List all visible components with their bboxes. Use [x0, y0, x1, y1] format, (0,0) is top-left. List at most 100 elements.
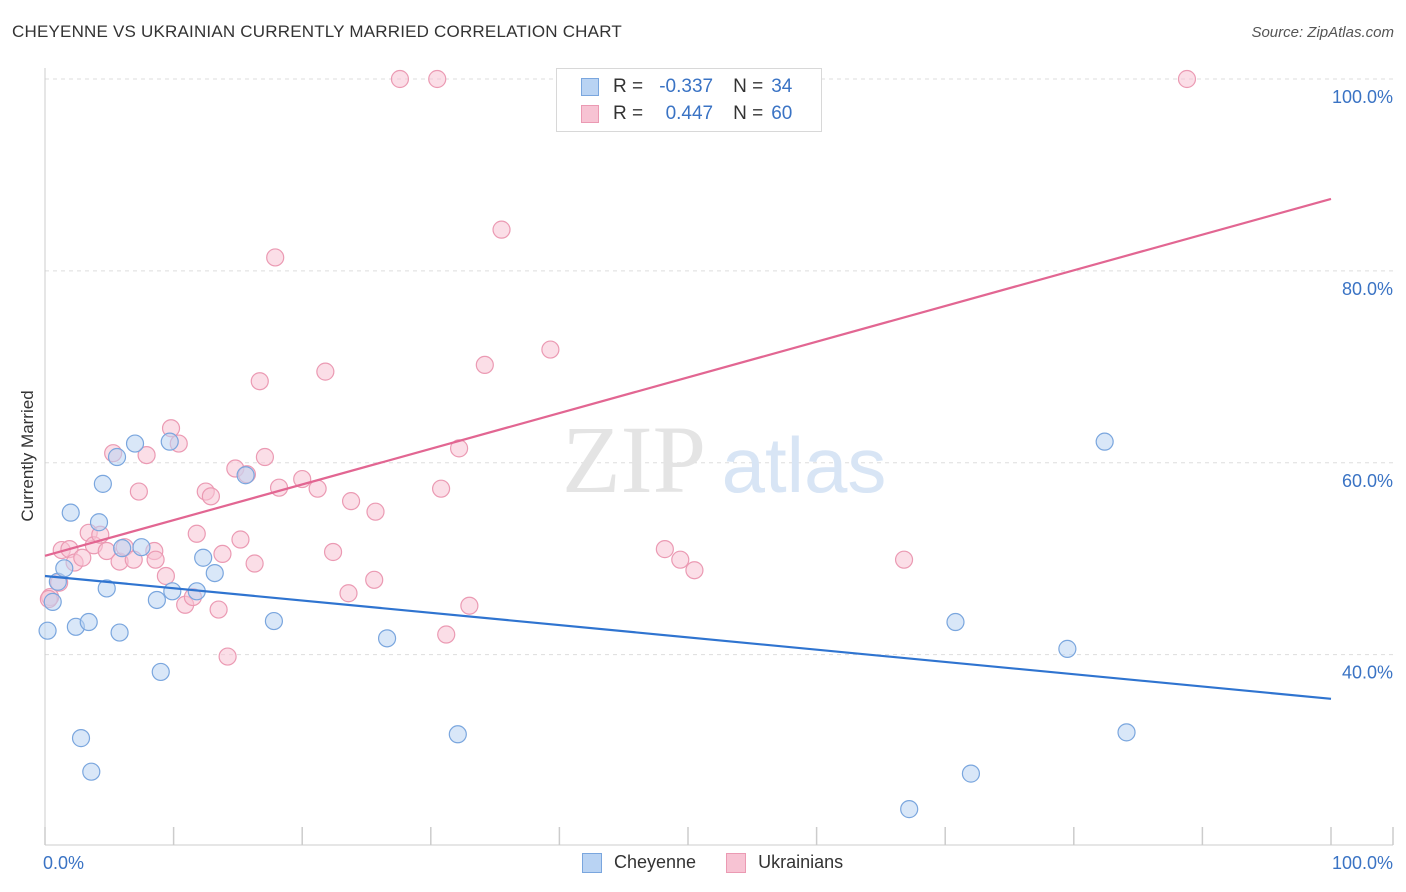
cheyenne-point: [1117, 723, 1136, 742]
ukrainians-point: [366, 502, 385, 521]
cheyenne-r-value: -0.337: [659, 76, 714, 97]
ukrainians-point: [460, 596, 479, 615]
cheyenne-point: [38, 621, 57, 640]
cheyenne-point: [151, 662, 170, 682]
ukrainians-point: [73, 548, 92, 567]
legend-n-label: N =: [733, 103, 764, 124]
ukrainians-point: [431, 479, 451, 498]
watermark-atlas: atlas: [722, 421, 887, 509]
legend-r-label: R =: [613, 76, 644, 97]
cheyenne-trend-line: [44, 574, 1332, 700]
legend-row-cheyenne: R = -0.337 N = 34: [581, 76, 792, 98]
ukrainians-legend-swatch: [726, 852, 747, 873]
ukrainians-point: [541, 340, 560, 359]
cheyenne-point: [89, 513, 109, 532]
cheyenne-point: [236, 466, 255, 485]
cheyenne-swatch: [581, 78, 599, 96]
legend-item-cheyenne[interactable]: Cheyenne: [582, 852, 696, 873]
chart-source: Source: ZipAtlas.com: [1251, 24, 1394, 41]
cheyenne-point: [163, 582, 182, 601]
cheyenne-point: [79, 612, 98, 632]
series-legend: Cheyenne Ukrainians: [582, 852, 873, 873]
cheyenne-point: [377, 629, 397, 648]
cheyenne-point: [1095, 432, 1114, 451]
ukrainians-r-value: 0.447: [665, 103, 714, 124]
cheyenne-point: [900, 800, 919, 819]
cheyenne-point: [205, 564, 224, 583]
ukrainians-point: [437, 625, 456, 644]
cheyenne-point: [132, 538, 151, 557]
ukrainians-legend-label: Ukrainians: [758, 852, 844, 872]
cheyenne-point: [43, 592, 62, 611]
cheyenne-point: [1058, 639, 1077, 658]
cheyenne-point: [147, 590, 166, 610]
ukrainians-point: [266, 248, 285, 267]
tick-labels: 40.0% 60.0% 80.0% 100.0% 0.0% 100.0%: [43, 87, 1393, 873]
cheyenne-point: [961, 764, 981, 783]
ukrainians-n-value: 60: [771, 103, 793, 124]
ukrainians-point: [475, 355, 494, 375]
cheyenne-points: [38, 432, 1136, 819]
ukrainians-point: [213, 544, 232, 564]
cheyenne-point: [97, 579, 116, 598]
cheyenne-point: [93, 474, 112, 493]
cheyenne-n-value: 34: [771, 76, 793, 97]
ukrainians-point: [894, 550, 914, 569]
ukrainians-point: [137, 445, 156, 465]
ukrainians-point: [492, 220, 511, 239]
cheyenne-point: [194, 548, 213, 567]
legend-r-label: R =: [613, 103, 644, 124]
ukrainians-swatch: [581, 105, 599, 123]
cheyenne-point: [264, 611, 284, 631]
cheyenne-point: [107, 447, 127, 467]
ukrainians-trend-line: [44, 197, 1332, 557]
ukrainians-point: [428, 69, 447, 89]
ukrainians-point: [156, 566, 175, 586]
y-tick-label: 100.0%: [1332, 87, 1393, 107]
ukrainians-point: [323, 542, 343, 562]
y-tick-label: 80.0%: [1342, 279, 1393, 299]
x-tick-label: 100.0%: [1332, 853, 1393, 873]
cheyenne-point: [113, 539, 132, 558]
ukrainians-point: [201, 487, 220, 506]
ukrainians-point: [365, 570, 384, 589]
ukrainians-point: [316, 362, 335, 381]
ukrainians-point: [671, 550, 690, 569]
ukrainians-point: [245, 554, 264, 573]
cheyenne-point: [448, 725, 467, 744]
legend-row-ukrainians: R = 0.447 N = 60: [581, 103, 792, 125]
ukrainians-point: [146, 550, 165, 569]
ukrainians-point: [1177, 69, 1197, 89]
cheyenne-legend-label: Cheyenne: [614, 852, 697, 872]
ukrainians-point: [685, 561, 704, 580]
ukrainians-point: [187, 524, 206, 543]
ukrainians-point: [390, 69, 410, 89]
cheyenne-point: [160, 432, 179, 451]
ukrainians-point: [218, 647, 237, 666]
ukrainians-points: [39, 69, 1197, 666]
watermark-zip: ZIP: [562, 406, 706, 513]
trend-lines: [44, 197, 1332, 700]
cheyenne-legend-swatch: [582, 852, 602, 873]
x-tick-label: 0.0%: [43, 853, 84, 873]
cheyenne-point: [61, 503, 80, 522]
ukrainians-point: [341, 492, 361, 511]
ukrainians-point: [250, 372, 269, 391]
y-tick-label: 60.0%: [1342, 471, 1393, 491]
cheyenne-point: [82, 762, 101, 781]
cheyenne-point: [946, 612, 965, 632]
ukrainians-point: [231, 530, 250, 549]
cheyenne-point: [110, 623, 129, 642]
cheyenne-point: [125, 434, 145, 453]
legend-item-ukrainians[interactable]: Ukrainians: [726, 852, 843, 873]
ukrainians-point: [339, 584, 358, 603]
legend-n-label: N =: [733, 76, 764, 97]
ukrainians-point: [209, 600, 228, 619]
ukrainians-point: [129, 482, 148, 501]
ukrainians-point: [255, 447, 275, 467]
axes: [44, 68, 1394, 846]
cheyenne-point: [71, 729, 91, 748]
y-axis-label: Currently Married: [18, 390, 37, 521]
cheyenne-point: [55, 559, 74, 578]
